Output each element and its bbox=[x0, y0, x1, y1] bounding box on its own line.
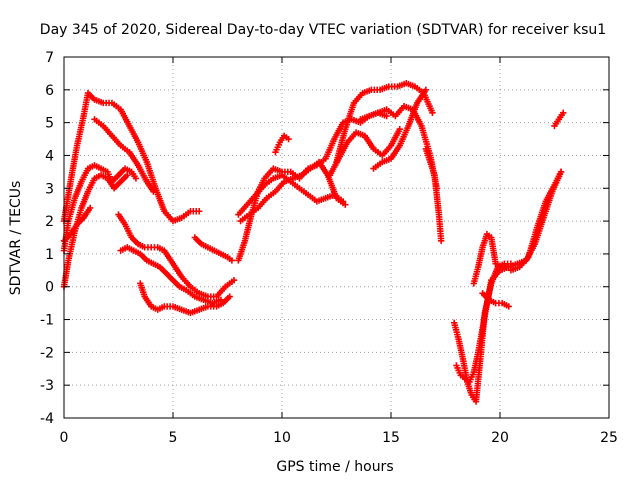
series-arc-7 bbox=[117, 244, 225, 307]
x-axis-label: GPS time / hours bbox=[276, 459, 393, 475]
series-arc-1 bbox=[60, 89, 203, 225]
chart-title: Day 345 of 2020, Sidereal Day-to-day VTE… bbox=[40, 22, 606, 38]
series-arc-13 bbox=[272, 132, 292, 156]
y-tick-label: 4 bbox=[45, 148, 54, 164]
data-points bbox=[60, 80, 567, 405]
data-point bbox=[505, 263, 512, 271]
x-tick-label: 15 bbox=[382, 430, 400, 446]
data-point bbox=[383, 112, 390, 120]
series-arc-8 bbox=[137, 280, 233, 317]
y-tick-label: 7 bbox=[45, 50, 54, 66]
y-tick-label: -4 bbox=[40, 411, 54, 427]
data-point bbox=[507, 260, 515, 267]
x-tick-label: 5 bbox=[169, 430, 178, 446]
data-point bbox=[429, 109, 436, 116]
data-point bbox=[124, 171, 131, 179]
data-point bbox=[86, 204, 94, 212]
y-axis-label: SDTVAR / TECUs bbox=[8, 181, 24, 296]
data-point bbox=[228, 257, 236, 264]
data-point bbox=[557, 168, 565, 176]
y-tick-label: -3 bbox=[40, 378, 54, 394]
series-arc-6 bbox=[115, 211, 238, 300]
series-arc-15 bbox=[326, 126, 403, 179]
series-arc-23 bbox=[507, 168, 565, 274]
y-tick-label: 0 bbox=[45, 280, 54, 296]
series-arc-14 bbox=[333, 80, 436, 166]
data-point bbox=[342, 201, 349, 208]
data-point bbox=[560, 109, 567, 116]
data-point bbox=[396, 126, 403, 133]
y-tick-label: -1 bbox=[40, 313, 54, 329]
axis-ticks: 0 5 10 15 20 25 -4 -3 -2 -1 0 1 2 3 4 5 6 7 bbox=[40, 50, 618, 446]
x-tick-label: 25 bbox=[600, 430, 618, 446]
data-point bbox=[226, 293, 233, 300]
series-arc-5 bbox=[60, 204, 94, 244]
grid-lines bbox=[64, 57, 609, 418]
x-tick-label: 20 bbox=[491, 430, 509, 446]
data-point bbox=[150, 188, 157, 195]
y-tick-label: 2 bbox=[45, 214, 54, 230]
series-arc-21 bbox=[470, 231, 512, 287]
y-tick-label: 6 bbox=[45, 83, 54, 99]
y-tick-label: 1 bbox=[45, 247, 54, 263]
y-tick-label: 5 bbox=[45, 116, 54, 132]
series-arc-9 bbox=[191, 234, 236, 264]
plot-frame bbox=[63, 56, 610, 419]
series-arc-17 bbox=[357, 109, 390, 123]
series-arc-16 bbox=[370, 86, 430, 172]
y-tick-label: -2 bbox=[40, 345, 54, 361]
series-arc-2 bbox=[91, 116, 157, 195]
series-arc-24 bbox=[551, 109, 567, 130]
data-point bbox=[230, 276, 238, 284]
x-tick-label: 0 bbox=[60, 430, 69, 446]
series-arc-20 bbox=[451, 260, 515, 405]
data-point bbox=[285, 135, 292, 143]
data-point bbox=[422, 86, 430, 94]
data-point bbox=[505, 303, 512, 310]
y-tick-label: 3 bbox=[45, 181, 54, 197]
series-arc-18 bbox=[422, 145, 445, 244]
data-point bbox=[195, 208, 203, 215]
data-point bbox=[132, 175, 140, 182]
data-point bbox=[437, 237, 445, 244]
x-tick-label: 10 bbox=[273, 430, 291, 446]
series-arc-22 bbox=[479, 290, 512, 310]
